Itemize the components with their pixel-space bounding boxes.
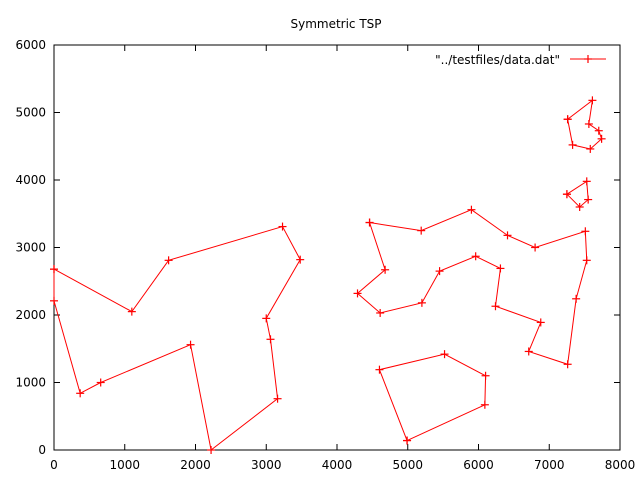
city-point — [376, 308, 385, 317]
legend-label: "../testfiles/data.dat" — [435, 53, 560, 67]
city-point — [76, 389, 85, 398]
city-point — [481, 371, 490, 380]
x-tick-label: 7000 — [534, 458, 565, 472]
x-tick-label: 8000 — [605, 458, 636, 472]
x-tick-label: 4000 — [322, 458, 353, 472]
tour-line — [378, 353, 487, 442]
x-tick-label: 3000 — [251, 458, 282, 472]
city-point — [480, 400, 489, 409]
city-point — [262, 314, 271, 323]
y-tick-label: 0 — [38, 443, 46, 457]
tour-segment — [563, 96, 606, 153]
tour-segment — [375, 350, 490, 445]
city-point — [381, 265, 390, 274]
city-point — [582, 256, 591, 265]
city-point — [588, 96, 597, 105]
x-tick-label: 5000 — [392, 458, 423, 472]
city-point — [50, 265, 58, 274]
city-point — [562, 190, 571, 199]
y-tick-label: 4000 — [15, 173, 46, 187]
city-point — [164, 256, 173, 265]
city-point — [467, 205, 476, 214]
city-point — [563, 360, 572, 369]
tour-segment — [50, 222, 305, 454]
city-point — [503, 231, 512, 240]
city-point — [584, 119, 593, 128]
city-point — [403, 436, 412, 445]
city-point — [563, 115, 572, 124]
city-point — [96, 378, 105, 387]
x-tick-label: 6000 — [463, 458, 494, 472]
city-point — [582, 177, 591, 186]
chart-title: Symmetric TSP — [290, 17, 381, 31]
series-layer — [50, 96, 606, 454]
city-point — [417, 298, 426, 307]
y-tick-label: 1000 — [15, 376, 46, 390]
city-point — [435, 267, 444, 276]
city-point — [207, 446, 216, 454]
city-point — [524, 347, 533, 356]
tour-segment — [562, 177, 593, 211]
city-point — [594, 126, 603, 135]
x-tick-label: 2000 — [180, 458, 211, 472]
city-point — [186, 340, 195, 349]
city-point — [273, 394, 282, 403]
y-tick-label: 6000 — [15, 38, 46, 52]
city-point — [127, 307, 136, 316]
city-point — [296, 255, 305, 264]
city-point — [278, 222, 287, 231]
city-point — [365, 218, 374, 227]
city-point — [471, 252, 480, 261]
city-point — [581, 227, 590, 236]
city-point — [597, 134, 606, 143]
y-tick-label: 2000 — [15, 308, 46, 322]
city-point — [584, 195, 593, 204]
city-point — [568, 140, 577, 149]
city-point — [353, 289, 362, 298]
city-point — [531, 243, 540, 252]
legend-marker — [584, 55, 592, 63]
y-tick-label: 5000 — [15, 106, 46, 120]
tour-line — [53, 225, 301, 451]
city-point — [417, 226, 426, 235]
city-point — [491, 302, 500, 311]
city-point — [496, 264, 505, 273]
city-point — [572, 294, 581, 303]
city-point — [375, 365, 384, 374]
city-point — [536, 318, 545, 327]
city-point — [440, 350, 449, 359]
city-point — [266, 335, 275, 344]
tour-segment — [353, 205, 591, 369]
tour-line — [356, 209, 588, 365]
city-point — [50, 296, 58, 305]
x-tick-label: 0 — [50, 458, 58, 472]
axis-ticks: 0 1000 2000 3000 4000 5000 6000 7000 8000 0 1000 20… — [15, 38, 635, 472]
city-point — [575, 203, 584, 211]
legend: "../testfiles/data.dat" — [435, 53, 606, 67]
city-point — [586, 144, 595, 153]
x-tick-label: 1000 — [109, 458, 140, 472]
y-tick-label: 3000 — [15, 241, 46, 255]
